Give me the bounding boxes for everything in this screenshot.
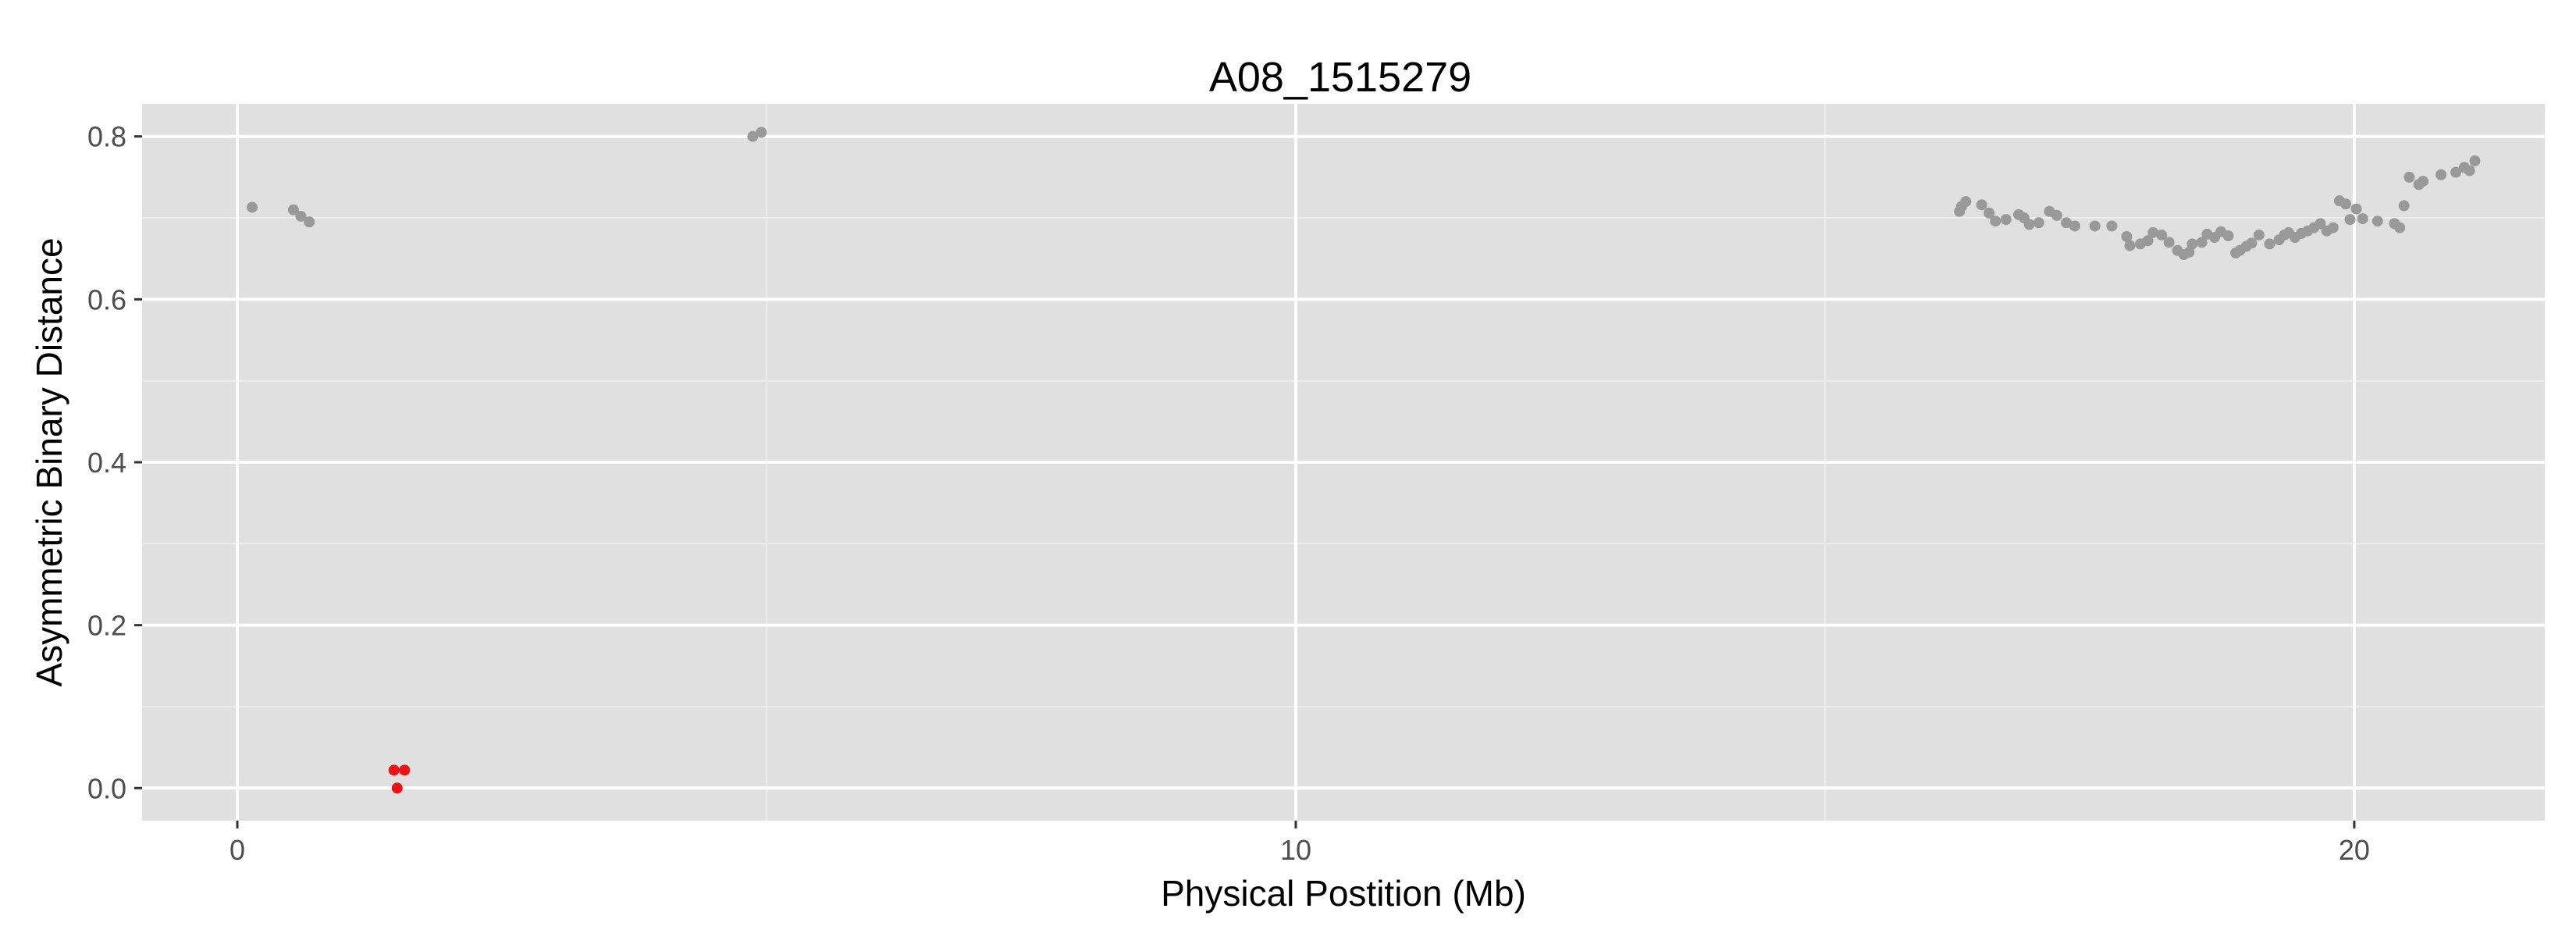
data-point <box>2357 213 2368 225</box>
data-point <box>2147 226 2159 238</box>
data-point <box>2106 220 2118 232</box>
data-point <box>2000 214 2012 226</box>
data-point <box>2403 171 2415 183</box>
data-point <box>2344 214 2356 226</box>
y-tick-label: 0.8 <box>87 121 126 153</box>
data-point <box>1984 207 1995 219</box>
data-point <box>2418 176 2429 187</box>
axis-ticks: 0 10 20 0.0 0.2 0.4 0.6 0.8 <box>87 121 2370 866</box>
data-point <box>2469 155 2481 167</box>
y-axis-label: Asymmetric Binary Distance <box>29 237 69 686</box>
x-tick-label: 10 <box>1280 834 1311 866</box>
y-tick-label: 0.0 <box>87 772 126 804</box>
data-point <box>2450 166 2462 178</box>
data-point <box>2186 238 2198 250</box>
data-point <box>2156 229 2168 240</box>
data-point <box>2350 203 2362 215</box>
y-tick-label: 0.6 <box>87 283 126 315</box>
data-point <box>2314 218 2326 230</box>
data-point <box>2246 237 2258 249</box>
data-point <box>247 201 258 213</box>
data-points <box>247 126 2481 794</box>
data-point <box>2264 238 2275 250</box>
data-point <box>2253 229 2265 240</box>
data-point <box>756 126 767 138</box>
data-point <box>304 216 315 228</box>
data-point <box>2061 217 2073 229</box>
data-point <box>1976 199 1987 211</box>
chart-title: A08_1515279 <box>1209 54 1471 101</box>
data-point <box>2124 240 2136 251</box>
x-tick-label: 20 <box>2339 834 2370 866</box>
y-tick-label: 0.2 <box>87 610 126 642</box>
data-point <box>2142 235 2154 247</box>
data-point <box>2069 220 2080 232</box>
data-point <box>2398 200 2410 212</box>
data-point <box>2023 219 2035 230</box>
grid-lines <box>142 104 2545 821</box>
x-tick-label: 0 <box>229 834 245 866</box>
data-point <box>2121 231 2133 243</box>
data-point <box>287 204 299 216</box>
data-point <box>388 764 400 776</box>
data-point <box>747 130 759 142</box>
data-point <box>2464 165 2475 176</box>
data-point <box>2163 237 2175 248</box>
data-point <box>2394 222 2406 233</box>
data-point <box>2089 220 2101 232</box>
data-point <box>2196 237 2208 248</box>
data-point <box>1990 216 2001 227</box>
data-point <box>391 782 403 794</box>
data-point <box>2435 169 2447 180</box>
data-point <box>2033 217 2044 229</box>
data-point <box>2371 216 2383 227</box>
y-tick-label: 0.4 <box>87 447 126 479</box>
data-point <box>295 210 307 222</box>
data-point <box>1960 196 1972 208</box>
data-point <box>399 764 411 776</box>
data-point <box>2327 222 2339 233</box>
x-axis-label: Physical Postition (Mb) <box>1161 873 1526 914</box>
data-point <box>2051 209 2062 221</box>
data-point <box>2340 198 2352 210</box>
data-point <box>2222 230 2234 241</box>
